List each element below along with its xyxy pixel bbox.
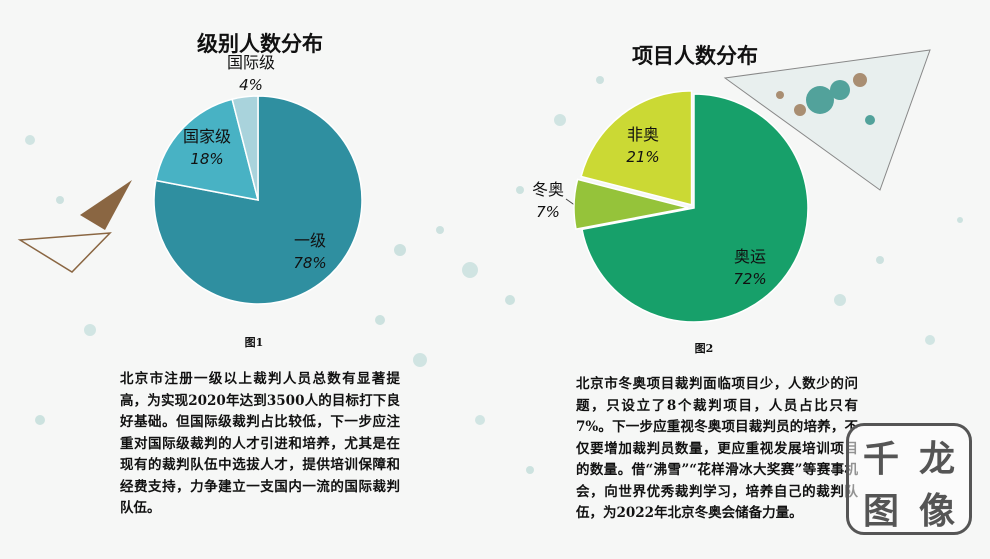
slice-category-label: 一级 xyxy=(294,231,326,250)
paragraph-level: 北京市注册一级以上裁判人员总数有显著提高，为实现2020年达到3500人的目标打… xyxy=(120,371,400,516)
pie-slice xyxy=(573,178,689,231)
watermark-char: 图 xyxy=(862,491,899,532)
slice-value-label: 78% xyxy=(293,254,326,272)
paragraph-project: 北京市冬奥项目裁判面临项目少，人数少的问题，只设立了8个裁判项目，人员占比只有7… xyxy=(576,376,858,521)
watermark-char: 千 xyxy=(862,439,899,480)
watermark-logo: 千 龙 图 像 xyxy=(846,423,972,535)
slice-value-label: 21% xyxy=(626,148,659,166)
slice-value-label: 72% xyxy=(733,270,766,288)
pie-slice xyxy=(581,93,809,323)
slice-value-label: 7% xyxy=(536,203,560,221)
chart1-title: 级别人数分布 xyxy=(197,31,323,56)
watermark-char: 像 xyxy=(918,491,955,532)
chart2-title: 项目人数分布 xyxy=(632,43,758,68)
slice-category-label: 奥运 xyxy=(734,247,766,266)
triangle-decoration xyxy=(80,180,132,230)
slice-category-label: 冬奥 xyxy=(532,180,564,199)
pie-slice xyxy=(231,95,259,201)
slice-value-label: 18% xyxy=(190,150,223,168)
pie-slice xyxy=(154,98,260,201)
slice-category-label: 非奥 xyxy=(627,125,659,144)
watermark-char: 龙 xyxy=(918,439,955,480)
slice-category-label: 国际级 xyxy=(227,53,275,72)
pie-slice xyxy=(580,90,693,206)
figure2-caption: 图2 xyxy=(694,342,714,355)
figure1-caption: 图1 xyxy=(244,336,264,349)
slice-value-label: 4% xyxy=(239,76,263,94)
slice-category-label: 国家级 xyxy=(183,127,231,146)
